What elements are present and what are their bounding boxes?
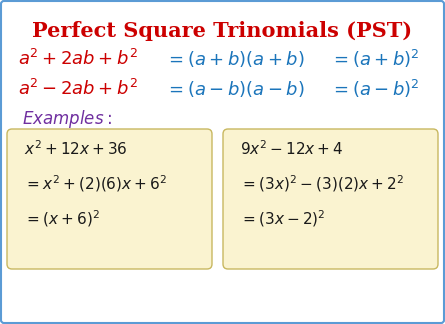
Text: $=(3x-2)^2$: $=(3x-2)^2$ — [240, 209, 326, 229]
Text: $=(3x)^2-(3)(2)x+2^2$: $=(3x)^2-(3)(2)x+2^2$ — [240, 174, 404, 194]
Text: Perfect Square Trinomials (PST): Perfect Square Trinomials (PST) — [32, 21, 412, 41]
Text: $=(a+b)^2$: $=(a+b)^2$ — [330, 48, 420, 70]
FancyBboxPatch shape — [7, 129, 212, 269]
Text: $=x^2+(2)(6)x+6^2$: $=x^2+(2)(6)x+6^2$ — [24, 174, 167, 194]
Text: $=(a-b)(a-b)$: $=(a-b)(a-b)$ — [165, 79, 305, 99]
Text: $=(x+6)^2$: $=(x+6)^2$ — [24, 209, 100, 229]
FancyBboxPatch shape — [223, 129, 438, 269]
Text: $9x^2-12x+4$: $9x^2-12x+4$ — [240, 140, 344, 158]
Text: $x^2+12x+36$: $x^2+12x+36$ — [24, 140, 128, 158]
Text: $a^2-2ab+b^2$: $a^2-2ab+b^2$ — [18, 79, 138, 99]
Text: $=(a+b)(a+b)$: $=(a+b)(a+b)$ — [165, 49, 305, 69]
Text: $=(a-b)^2$: $=(a-b)^2$ — [330, 78, 420, 100]
Text: $\it{Examples:}$: $\it{Examples:}$ — [22, 108, 112, 130]
Text: $a^2+2ab+b^2$: $a^2+2ab+b^2$ — [18, 49, 138, 69]
